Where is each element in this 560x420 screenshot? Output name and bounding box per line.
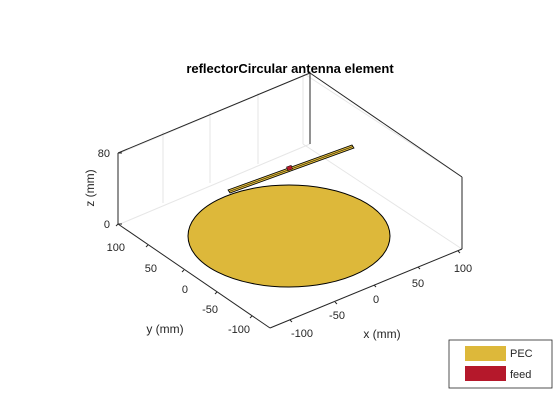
- tick-marks: [115, 152, 461, 323]
- feed-marker: [286, 164, 293, 172]
- y-tick-label: 100: [107, 242, 125, 254]
- legend-swatch-pec: [465, 346, 506, 361]
- dipole-element: [227, 144, 355, 194]
- x-tick-label: -50: [329, 310, 345, 322]
- legend-label-pec: PEC: [510, 348, 533, 360]
- figure-title: reflectorCircular antenna element: [186, 61, 394, 76]
- axes-box-back: [117, 72, 463, 178]
- z-axis-label: z (mm): [83, 169, 97, 206]
- legend: PEC feed: [448, 339, 553, 389]
- z-tick-label: 0: [104, 219, 110, 231]
- axes-box-front: [117, 153, 463, 329]
- x-tick-label: 50: [412, 278, 424, 290]
- y-tick-label: 0: [182, 284, 188, 296]
- legend-swatch-feed: [465, 366, 506, 381]
- x-tick-label: -100: [291, 328, 313, 340]
- y-tick-label: -100: [228, 324, 250, 336]
- legend-label-feed: feed: [510, 369, 531, 381]
- y-axis-label: y (mm): [146, 322, 183, 336]
- x-tick-label: 0: [373, 294, 379, 306]
- circular-reflector: [187, 184, 391, 288]
- y-tick-label: 50: [145, 263, 157, 275]
- y-tick-label: -50: [202, 304, 218, 316]
- x-tick-label: 100: [454, 263, 472, 275]
- z-tick-label: 80: [98, 148, 110, 160]
- x-axis-label: x (mm): [363, 327, 400, 341]
